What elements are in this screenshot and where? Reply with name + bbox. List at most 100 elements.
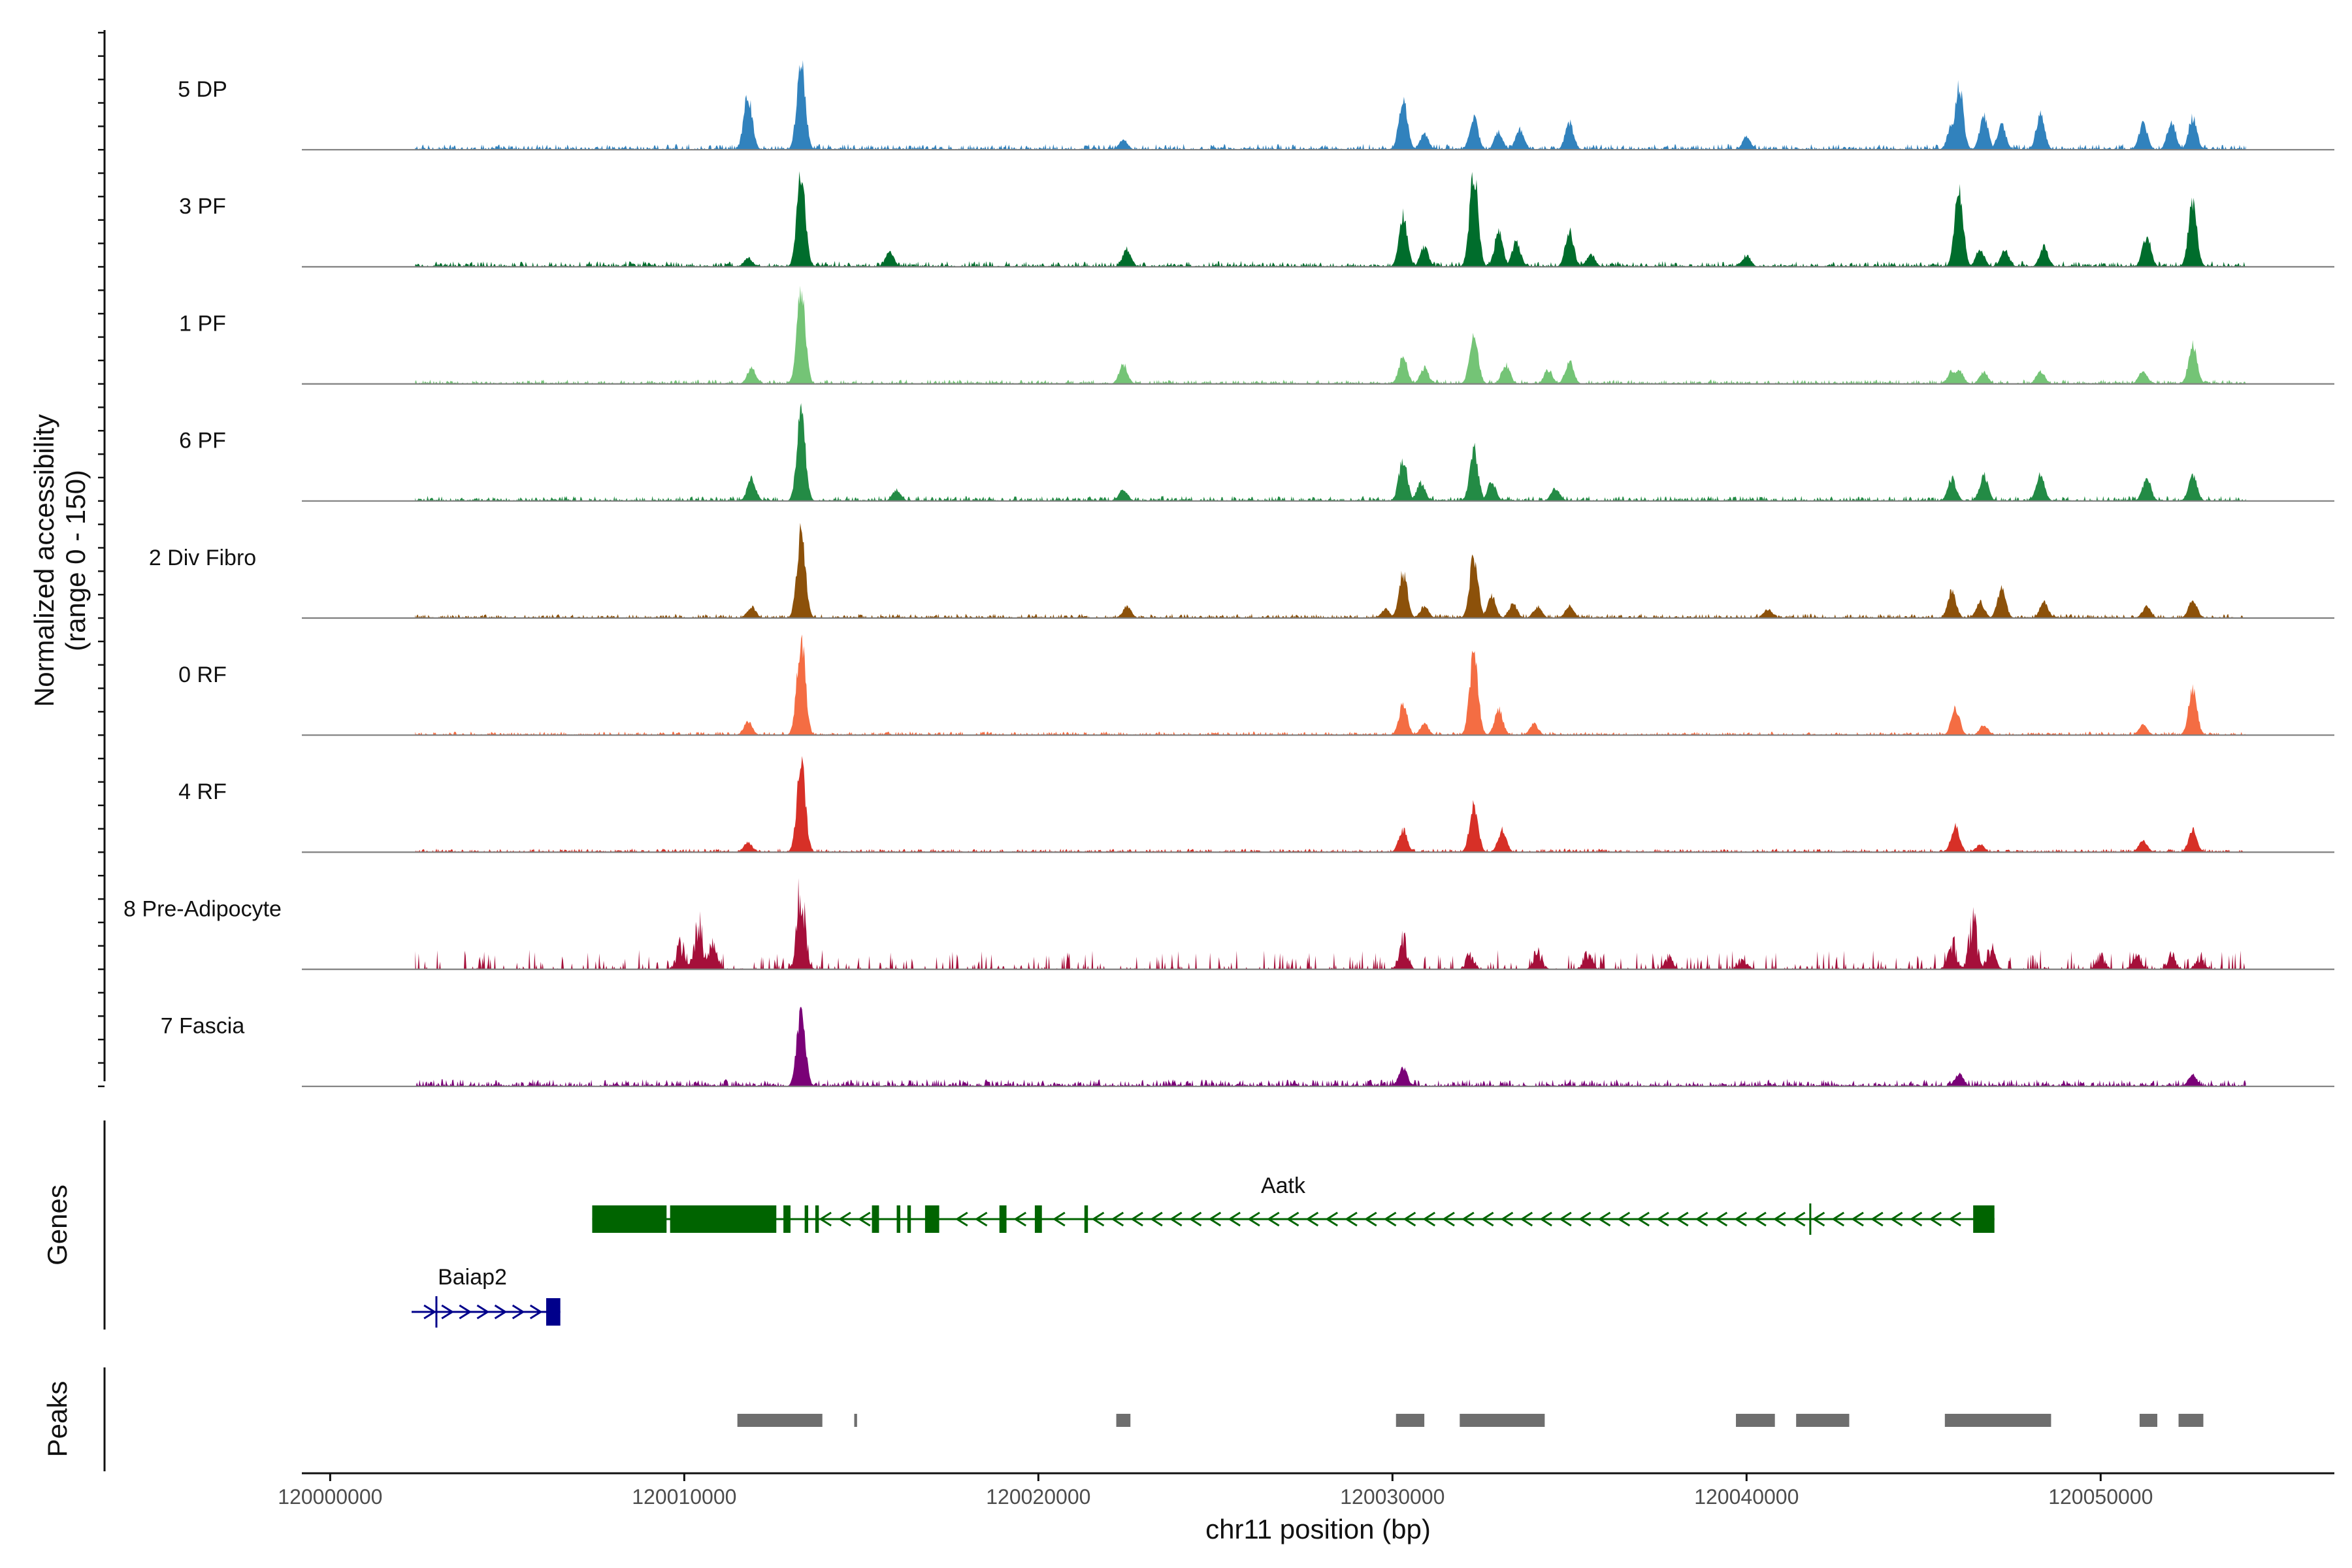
track-label: 0 RF: [178, 662, 227, 687]
gene-name-label: Baiap2: [438, 1265, 507, 1290]
gene-strand-arrow: [1442, 1211, 1455, 1227]
track-label: 8 Pre-Adipocyte: [123, 896, 282, 921]
track-label: 6 PF: [179, 429, 226, 453]
peak-region: [1460, 1414, 1545, 1427]
gene-strand-arrow: [1053, 1211, 1066, 1227]
gene-strand-arrow: [1500, 1211, 1514, 1227]
track-label: 7 Fascia: [161, 1014, 245, 1039]
track-signal-area: [415, 60, 2246, 150]
gene-exon: [804, 1205, 809, 1233]
gene-strand-arrow: [1559, 1211, 1572, 1227]
gene-strand-arrow: [1792, 1211, 1806, 1227]
y-axis-title: Normalized accessibility: [29, 414, 59, 707]
gene-strand-arrow: [1675, 1211, 1689, 1227]
gene-strand-arrow: [1150, 1211, 1163, 1227]
gene-strand-arrow: [423, 1304, 436, 1320]
peaks-panel-title: Peaks: [42, 1381, 73, 1458]
gene-strand-arrow: [1597, 1211, 1611, 1227]
gene-strand-arrow: [1208, 1211, 1222, 1227]
track-6-pf: 6 PF: [179, 403, 2334, 502]
track-label: 2 Div Fibro: [149, 546, 256, 570]
gene-strand-arrow: [1831, 1211, 1845, 1227]
gene-exon: [872, 1205, 879, 1233]
track-signal-area: [415, 756, 2246, 853]
gene-exon: [546, 1298, 561, 1326]
peak-region: [2178, 1414, 2204, 1427]
track-signal-area: [415, 1007, 2246, 1086]
gene-strand-arrow: [1364, 1211, 1377, 1227]
peak-region: [1396, 1414, 1425, 1427]
gene-exon: [924, 1205, 939, 1233]
peaks-panel: Peaks: [42, 1367, 2204, 1471]
gene-strand-arrow: [1520, 1211, 1533, 1227]
peak-region: [737, 1414, 823, 1427]
gene-strand-arrow: [1130, 1211, 1143, 1227]
gene-exon: [592, 1205, 667, 1233]
genes-panel-title: Genes: [42, 1184, 73, 1266]
track-8-pre-adipocyte: 8 Pre-Adipocyte: [123, 878, 2334, 970]
gene-strand-arrow: [1578, 1211, 1592, 1227]
gene-strand-arrow: [1695, 1211, 1708, 1227]
gene-strand-arrow: [1714, 1211, 1728, 1227]
gene-strand-arrow: [857, 1211, 871, 1227]
accessibility-tracks: 5 DP 3 PF 1 PF 6 PF 2 Div Fibro 0 RF 4 RF 8 Pre…: [123, 60, 2334, 1087]
gene-strand-arrow: [1617, 1211, 1631, 1227]
gene-strand-arrow: [1286, 1211, 1299, 1227]
peak-region: [1796, 1414, 1850, 1427]
gene-strand-arrow: [1851, 1211, 1864, 1227]
gene-strand-arrow: [1383, 1211, 1397, 1227]
gene-strand-arrow: [1948, 1211, 1961, 1227]
gene-strand-arrow: [1539, 1211, 1552, 1227]
gene-strand-arrow: [1462, 1211, 1475, 1227]
y-axis: Normalized accessibility (range 0 - 150): [29, 30, 106, 1088]
gene-strand-arrow: [1422, 1211, 1436, 1227]
genes-panel: Genes Aatk Baiap2: [42, 1120, 1995, 1330]
gene-exon: [896, 1205, 900, 1233]
gene-strand-arrow: [1889, 1211, 1903, 1227]
gene-exon: [1084, 1205, 1088, 1233]
gene-strand-arrow: [529, 1304, 543, 1320]
gene-strand-arrow: [494, 1304, 508, 1320]
gene-strand-arrow: [1480, 1211, 1494, 1227]
gene-strand-arrow: [459, 1304, 472, 1320]
x-axis-tick-label: 120020000: [986, 1485, 1090, 1509]
x-axis-tick-label: 120000000: [278, 1485, 382, 1509]
gene-strand-arrow: [1305, 1211, 1319, 1227]
gene-exon: [783, 1205, 791, 1233]
track-3-pf: 3 PF: [179, 171, 2334, 268]
track-signal-area: [415, 286, 2246, 384]
gene-strand-arrow: [819, 1211, 832, 1227]
gene-name-label: Aatk: [1261, 1173, 1306, 1198]
gene-exon: [815, 1205, 819, 1233]
track-2-div-fibro: 2 Div Fibro: [149, 523, 2334, 619]
peak-region: [1944, 1414, 2051, 1427]
track-label: 5 DP: [178, 77, 227, 102]
track-signal-area: [415, 634, 2246, 736]
gene-strand-arrow: [1812, 1211, 1825, 1227]
track-1-pf: 1 PF: [179, 286, 2334, 385]
track-4-rf: 4 RF: [178, 756, 2334, 853]
gene-strand-arrow: [1754, 1211, 1767, 1227]
gene-exon: [1973, 1205, 1995, 1233]
track-0-rf: 0 RF: [178, 634, 2334, 736]
gene-strand-arrow: [1929, 1211, 1942, 1227]
track-signal-area: [415, 403, 2246, 501]
gene-strand-arrow: [1013, 1211, 1027, 1227]
gene-strand-arrow: [476, 1304, 490, 1320]
gene-strand-arrow: [1111, 1211, 1124, 1227]
gene-aatk: Aatk: [592, 1173, 1995, 1235]
track-label: 3 PF: [179, 194, 226, 219]
track-signal-area: [415, 878, 2246, 970]
x-axis-tick-label: 120030000: [1340, 1485, 1445, 1509]
gene-exon: [999, 1205, 1007, 1233]
gene-strand-arrow: [1403, 1211, 1416, 1227]
track-5-dp: 5 DP: [178, 60, 2334, 151]
gene-baiap2: Baiap2: [412, 1265, 561, 1328]
gene-strand-arrow: [1734, 1211, 1747, 1227]
gene-strand-arrow: [1909, 1211, 1923, 1227]
gene-strand-arrow: [1188, 1211, 1202, 1227]
x-axis-tick-label: 120010000: [632, 1485, 736, 1509]
gene-strand-arrow: [1266, 1211, 1280, 1227]
gene-strand-arrow: [1169, 1211, 1183, 1227]
